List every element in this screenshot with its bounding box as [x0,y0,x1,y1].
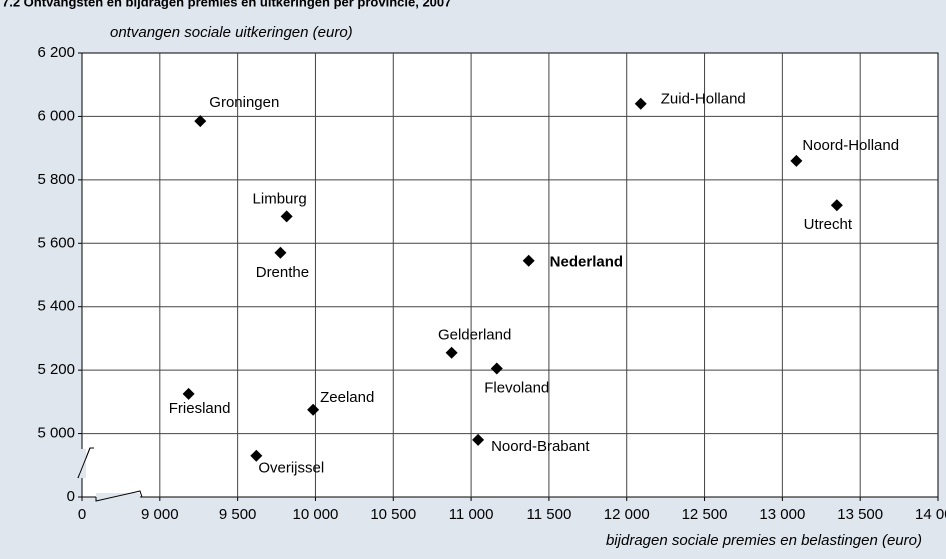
point [274,246,287,259]
y-tick-label: 5 000 [37,425,75,442]
x-tick-label: 9 000 [141,506,179,523]
x-axis-label: bijdragen sociale premies en belastingen… [606,532,922,549]
point [790,154,803,167]
point-label: Noord-Holland [802,137,899,154]
x-tick-label: 13 000 [759,506,805,523]
point-label: Limburg [253,190,307,207]
point [522,254,535,267]
point-label: Utrecht [804,216,853,233]
point [634,97,647,110]
point [194,115,207,128]
point [182,387,195,400]
point-label: Flevoland [484,380,549,397]
x-tick-label: 11 000 [449,506,494,523]
x-tick-label: 13 500 [837,506,883,523]
y-tick-label: 6 200 [37,44,75,61]
y-tick-label: 0 [67,488,75,505]
point-label: Gelderland [438,327,511,344]
y-tick-label: 5 800 [37,171,75,188]
x-tick-label: 10 000 [293,506,339,523]
point [445,346,458,359]
point-label: Nederland [550,254,623,271]
y-axis-label: ontvangen sociale uitkeringen (euro) [110,24,353,41]
point-label: Groningen [209,94,279,111]
point-label: Noord-Brabant [491,438,590,455]
y-tick-label: 5 600 [37,234,75,251]
x-tick-label: 9 500 [219,506,257,523]
y-axis-break-line [77,447,91,479]
point [490,362,503,375]
y-tick-label: 6 000 [37,107,75,124]
point-label: Zuid-Holland [661,91,746,108]
x-tick-label: 10 500 [370,506,416,523]
y-axis-break-gap [79,449,86,478]
point-label: Overijssel [258,460,324,477]
x-tick-label: 14 000 [915,506,946,523]
plot-area [81,52,939,498]
y-tick-label: 5 200 [37,361,75,378]
point [472,433,485,446]
x-tick-label: 11 500 [527,506,572,523]
chart-title: 7.2 Ontvangsten en bijdragen premies en … [2,0,451,9]
point [307,403,320,416]
x-axis-break-gap [96,493,140,501]
x-axis-break-line [95,490,143,502]
point [280,210,293,223]
point-label: Drenthe [256,264,309,281]
y-tick-label: 5 400 [37,298,75,315]
point [830,199,843,212]
x-tick-label: 12 000 [604,506,650,523]
x-tick-label: 0 [78,506,86,523]
x-tick-label: 12 500 [682,506,728,523]
point-label: Zeeland [320,389,374,406]
point [250,449,263,462]
point-label: Friesland [169,400,231,417]
